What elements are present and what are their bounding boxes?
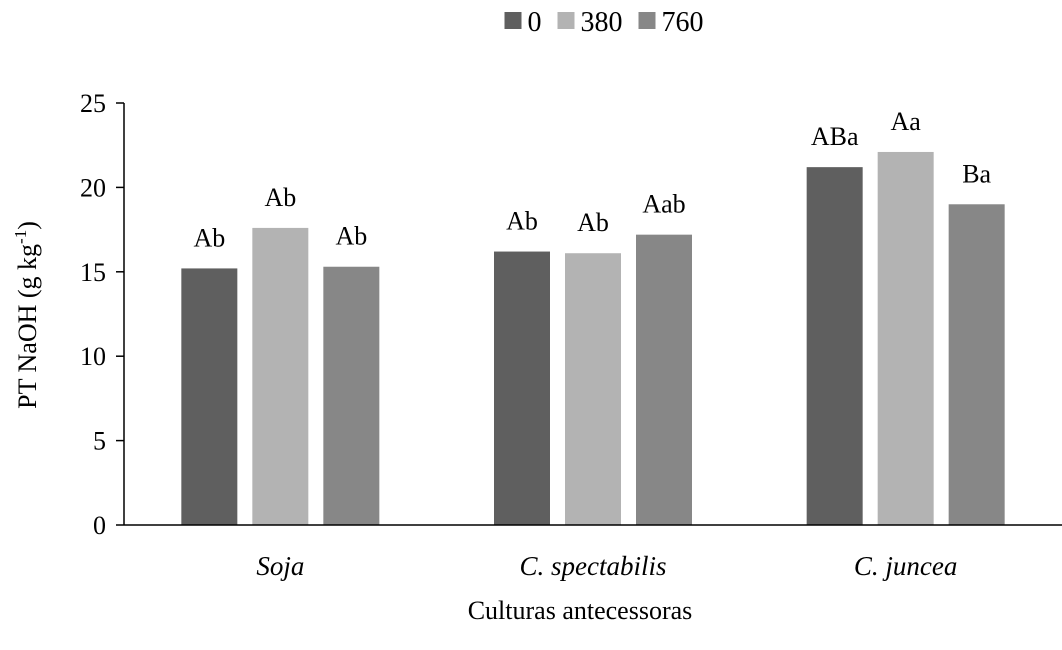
y-axis-title-main: PT NaOH (g kg	[13, 244, 42, 409]
x-category-label: C. spectabilis	[520, 551, 667, 581]
bar-0-3	[806, 167, 863, 526]
y-tick-label: 25	[80, 89, 106, 118]
x-category-label: Soja	[256, 551, 304, 581]
y-tick-label: 0	[93, 511, 106, 540]
bar-760-1	[323, 266, 380, 525]
bar-380-3	[877, 151, 934, 525]
data-label: Aab	[642, 190, 685, 219]
bars: Ab Ab Ab Ab Ab Aab ABa Aa Ba	[181, 107, 1005, 526]
legend-swatch-380	[557, 12, 575, 29]
bar-380-1	[252, 227, 309, 526]
bar-0-2	[494, 251, 550, 525]
y-tick-label: 20	[80, 173, 106, 202]
bar-380-2	[565, 253, 621, 525]
x-category-label: C. juncea	[854, 551, 957, 581]
data-label: Ba	[962, 159, 991, 188]
y-axis-title: PT NaOH (g kg-1)	[11, 221, 42, 409]
legend-label-380: 380	[581, 7, 623, 38]
data-label: Ab	[335, 222, 367, 251]
legend-swatch-0	[504, 12, 522, 29]
bar-760-3	[948, 204, 1005, 525]
legend: 0 380 760	[504, 7, 704, 38]
data-label: Ab	[577, 208, 609, 237]
legend-label-0: 0	[528, 7, 542, 38]
y-tick-label: 5	[93, 427, 106, 456]
x-axis: Soja C. spectabilis C. juncea	[124, 524, 1062, 581]
x-axis-title: Culturas antecessoras	[468, 596, 693, 625]
data-label: Aa	[891, 107, 922, 136]
y-axis-title-superscript: -1	[11, 230, 30, 244]
bar-0-1	[181, 268, 238, 525]
data-label: Ab	[193, 223, 225, 252]
bar-760-2	[636, 234, 692, 525]
y-tick-label: 15	[80, 258, 106, 287]
y-axis-title-close: )	[13, 221, 42, 230]
y-tick-label: 10	[80, 342, 106, 371]
data-label: ABa	[811, 122, 859, 151]
legend-swatch-760	[638, 12, 656, 29]
data-label: Ab	[506, 207, 538, 236]
data-label: Ab	[264, 183, 296, 212]
y-axis: 0 5 10 15 20 25	[80, 89, 125, 540]
legend-label-760: 760	[662, 7, 704, 38]
